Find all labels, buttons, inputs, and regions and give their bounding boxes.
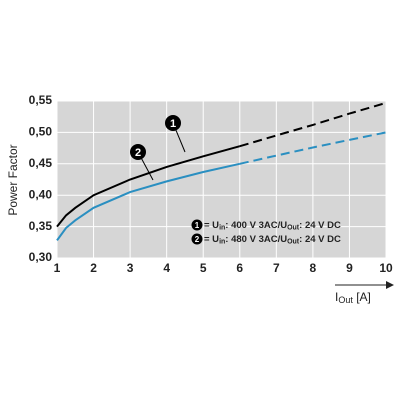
legend-sub: in — [219, 224, 225, 231]
legend-part: : 24 V DC — [299, 220, 341, 231]
y-tick-label: 0,35 — [29, 219, 53, 233]
x-tick-label: 7 — [273, 261, 280, 275]
x-tick-label: 5 — [200, 261, 207, 275]
callout-badge — [165, 115, 181, 131]
callout-number: 1 — [170, 118, 176, 130]
callout-number: 2 — [135, 147, 141, 159]
legend-text: = Uin: 400 V 3AC/UOut: 24 V DC — [204, 220, 341, 232]
legend-number: 1 — [195, 221, 200, 230]
legend-text: = Uin: 480 V 3AC/UOut: 24 V DC — [204, 234, 341, 246]
x-tick-label: 6 — [236, 261, 243, 275]
x-axis-label: IOut [A] — [335, 290, 371, 305]
legend-part: : 24 V DC — [299, 234, 341, 245]
y-tick-label: 0,50 — [29, 125, 53, 139]
legend-part: = U — [204, 234, 219, 245]
legend-sub: Out — [287, 238, 300, 245]
x-tick-label: 3 — [127, 261, 134, 275]
line-solid — [56, 162, 241, 241]
x-axis-arrowhead — [386, 281, 394, 289]
y-tick-label: 0,40 — [29, 187, 53, 201]
x-tick-label: 1 — [54, 261, 61, 275]
y-tick-label: 0,45 — [29, 156, 53, 170]
x-label-part: [A] — [353, 290, 371, 304]
x-tick-label: 9 — [346, 261, 353, 275]
legend-part: : 400 V 3AC/U — [225, 220, 287, 231]
legend-part: = U — [204, 220, 219, 231]
legend-number: 2 — [195, 235, 200, 244]
legend-sub: in — [219, 238, 225, 245]
line-solid — [56, 145, 241, 228]
legend-badge — [191, 233, 203, 245]
plot-area — [57, 101, 386, 258]
line-dashed — [239, 131, 387, 165]
legend-sub: Out — [287, 224, 300, 231]
x-tick-label: 4 — [163, 261, 170, 275]
x-tick-label: 8 — [310, 261, 317, 275]
x-label-sub: Out — [338, 295, 353, 305]
x-label-part: I — [335, 290, 338, 304]
legend-part: : 480 V 3AC/U — [225, 234, 287, 245]
line-dashed — [239, 101, 387, 148]
y-tick-label: 0,30 — [29, 250, 53, 264]
x-tick-label: 10 — [379, 261, 393, 275]
legend-badge — [191, 219, 203, 231]
y-axis-label: Power Factor — [6, 144, 20, 215]
callout-badge — [130, 144, 146, 160]
y-tick-label: 0,55 — [29, 93, 53, 107]
x-tick-label: 2 — [90, 261, 97, 275]
